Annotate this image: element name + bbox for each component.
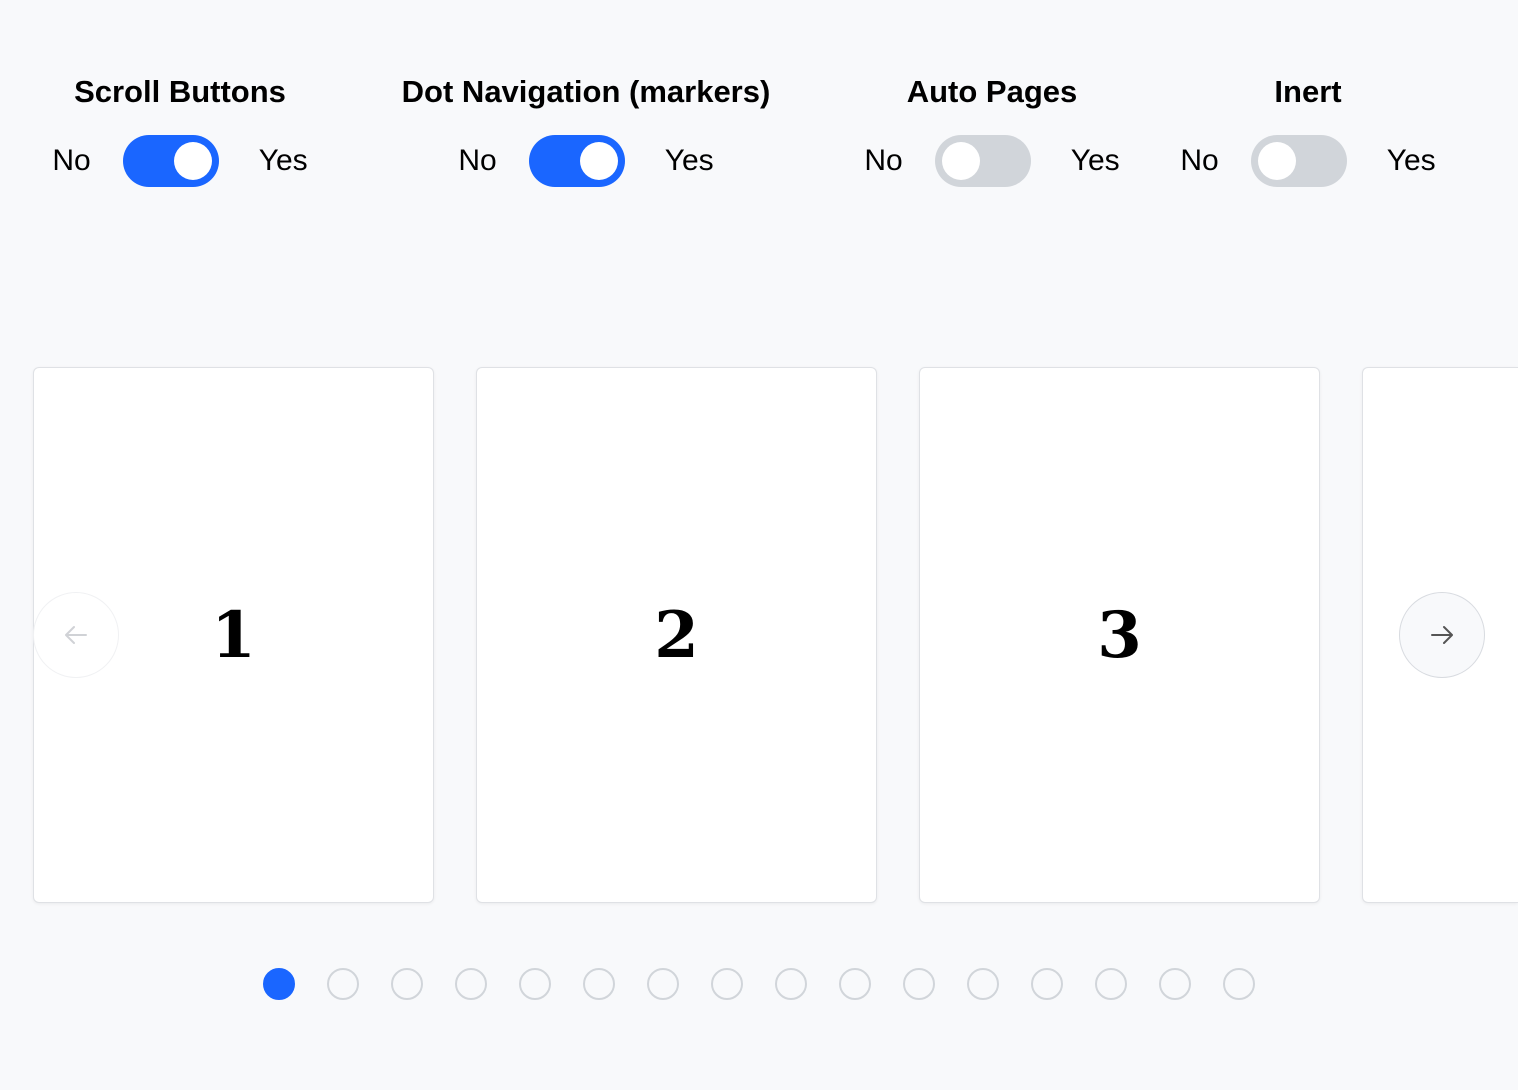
dot-marker-6[interactable] <box>583 968 615 1000</box>
slide-3: 3 <box>919 367 1320 903</box>
dot-marker-14[interactable] <box>1095 968 1127 1000</box>
prev-button[interactable] <box>33 592 119 678</box>
dot-marker-2[interactable] <box>327 968 359 1000</box>
toggle-knob <box>1257 142 1296 180</box>
dot-marker-12[interactable] <box>967 968 999 1000</box>
auto-pages-toggle[interactable] <box>934 135 1031 187</box>
control-inert: Inert No Yes <box>1098 70 1518 187</box>
yes-label: Yes <box>664 144 714 177</box>
slide-2: 2 <box>476 367 877 903</box>
dot-marker-3[interactable] <box>391 968 423 1000</box>
dot-marker-10[interactable] <box>839 968 871 1000</box>
control-title: Scroll Buttons <box>74 74 286 109</box>
no-label: No <box>52 144 91 177</box>
control-title: Auto Pages <box>906 74 1078 109</box>
dot-marker-8[interactable] <box>711 968 743 1000</box>
no-label: No <box>1180 144 1219 177</box>
yes-label: Yes <box>1070 144 1120 177</box>
toggle-knob <box>173 142 212 180</box>
yes-label: Yes <box>1386 144 1436 177</box>
dot-marker-16[interactable] <box>1223 968 1255 1000</box>
toggle-knob <box>579 142 618 180</box>
no-label: No <box>458 144 497 177</box>
control-dot-navigation: Dot Navigation (markers) No Yes <box>376 70 796 187</box>
dot-navigation <box>263 968 1255 1000</box>
control-scroll-buttons: Scroll Buttons No Yes <box>0 70 390 187</box>
inert-toggle[interactable] <box>1250 135 1347 187</box>
dot-navigation-toggle[interactable] <box>528 135 625 187</box>
yes-label: Yes <box>258 144 308 177</box>
dot-marker-5[interactable] <box>519 968 551 1000</box>
toggle-knob <box>941 142 980 180</box>
arrow-left-icon <box>65 626 87 644</box>
dot-marker-4[interactable] <box>455 968 487 1000</box>
no-label: No <box>864 144 903 177</box>
dot-marker-9[interactable] <box>775 968 807 1000</box>
control-title: Inert <box>1274 74 1342 109</box>
scroll-buttons-toggle[interactable] <box>122 135 219 187</box>
control-title: Dot Navigation (markers) <box>401 74 771 109</box>
control-auto-pages: Auto Pages No Yes <box>782 70 1202 187</box>
arrow-right-icon <box>1431 626 1453 644</box>
dot-marker-15[interactable] <box>1159 968 1191 1000</box>
dot-marker-13[interactable] <box>1031 968 1063 1000</box>
next-button[interactable] <box>1399 592 1485 678</box>
dot-marker-7[interactable] <box>647 968 679 1000</box>
dot-marker-11[interactable] <box>903 968 935 1000</box>
dot-marker-1[interactable] <box>263 968 295 1000</box>
